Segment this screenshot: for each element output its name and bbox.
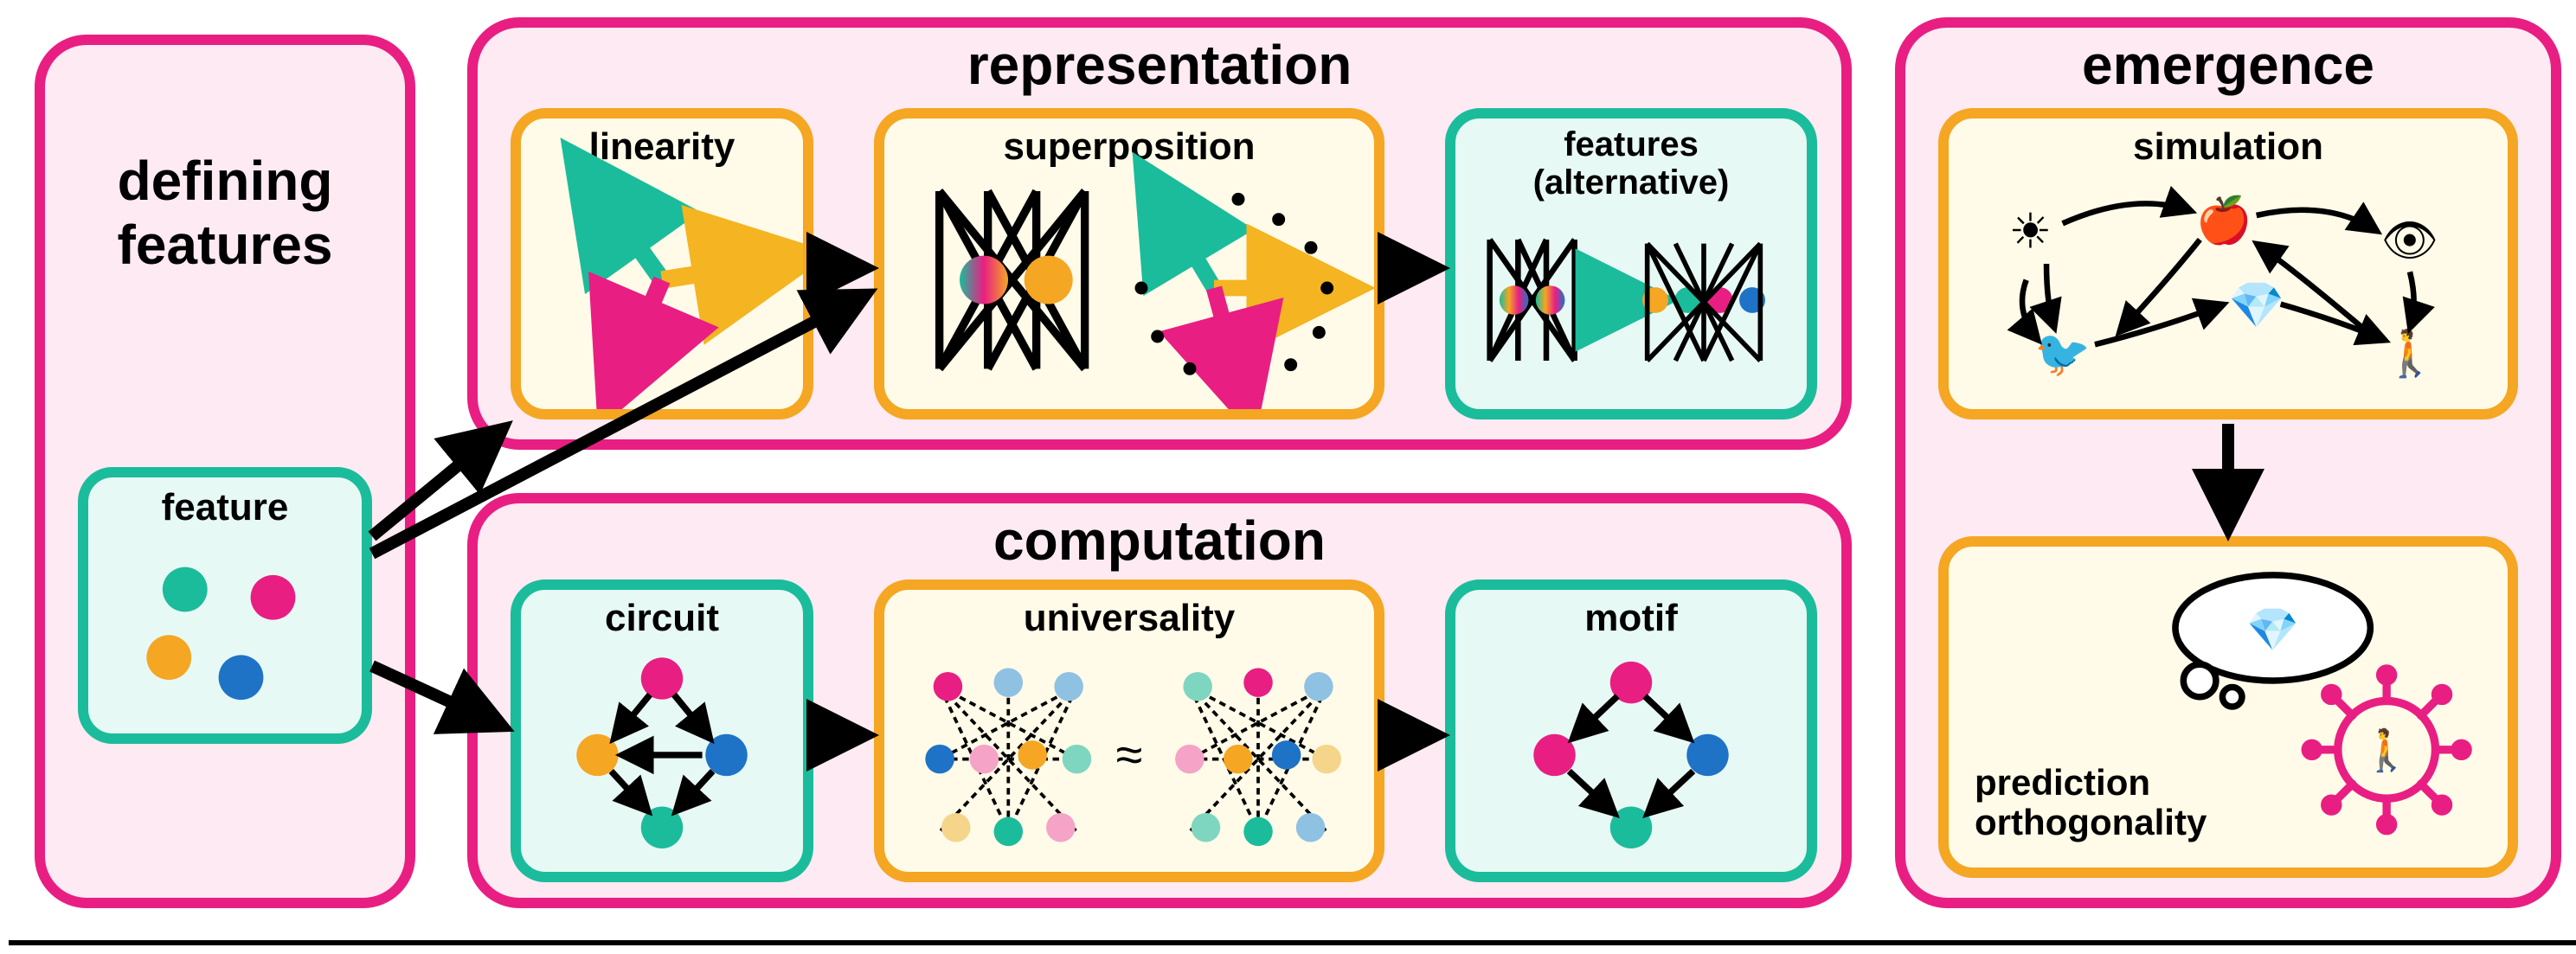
- svg-text:≈: ≈: [1116, 727, 1143, 782]
- linearity-arrows-icon: [521, 118, 803, 409]
- svg-text:🍎: 🍎: [2196, 193, 2252, 246]
- circuit-graph-icon: [521, 590, 803, 872]
- svg-text:☀: ☀: [2008, 203, 2052, 258]
- card-prediction-orthogonality: prediction orthogonality 💎: [1938, 536, 2518, 878]
- universality-icon: ≈: [884, 590, 1374, 872]
- card-superposition: superposition: [874, 108, 1384, 419]
- svg-text:🚶: 🚶: [2381, 327, 2438, 379]
- card-motif: motif: [1445, 579, 1817, 882]
- card-universality: universality ≈: [874, 579, 1384, 882]
- card-features-alternative: features (alternative): [1445, 108, 1817, 419]
- svg-text:🚶: 🚶: [2361, 727, 2412, 774]
- features-alt-icon: [1455, 118, 1807, 409]
- svg-text:💎: 💎: [2228, 280, 2284, 330]
- motif-graph-icon: [1455, 590, 1807, 872]
- card-feature: feature: [78, 467, 372, 744]
- simulation-icon: ☀ 🍎 👁 🐦 💎 🚶: [1949, 118, 2508, 409]
- title-representation: representation: [478, 33, 1841, 97]
- title-defining-features: defining features: [45, 149, 405, 277]
- prediction-icon: 💎 🚶: [1949, 547, 2508, 868]
- card-linearity: linearity: [511, 108, 813, 419]
- title-computation: computation: [478, 509, 1841, 573]
- diagram-canvas: defining features representation computa…: [9, 9, 2576, 945]
- svg-text:🐦: 🐦: [2034, 329, 2091, 379]
- card-circuit: circuit: [511, 579, 813, 882]
- superposition-icon: [884, 118, 1374, 409]
- svg-text:👁: 👁: [2381, 216, 2438, 266]
- card-simulation: simulation ☀ 🍎 👁 🐦 💎 🚶: [1938, 108, 2518, 419]
- title-emergence: emergence: [1905, 33, 2551, 97]
- svg-text:💎: 💎: [2246, 607, 2299, 654]
- feature-dots-icon: [88, 477, 362, 733]
